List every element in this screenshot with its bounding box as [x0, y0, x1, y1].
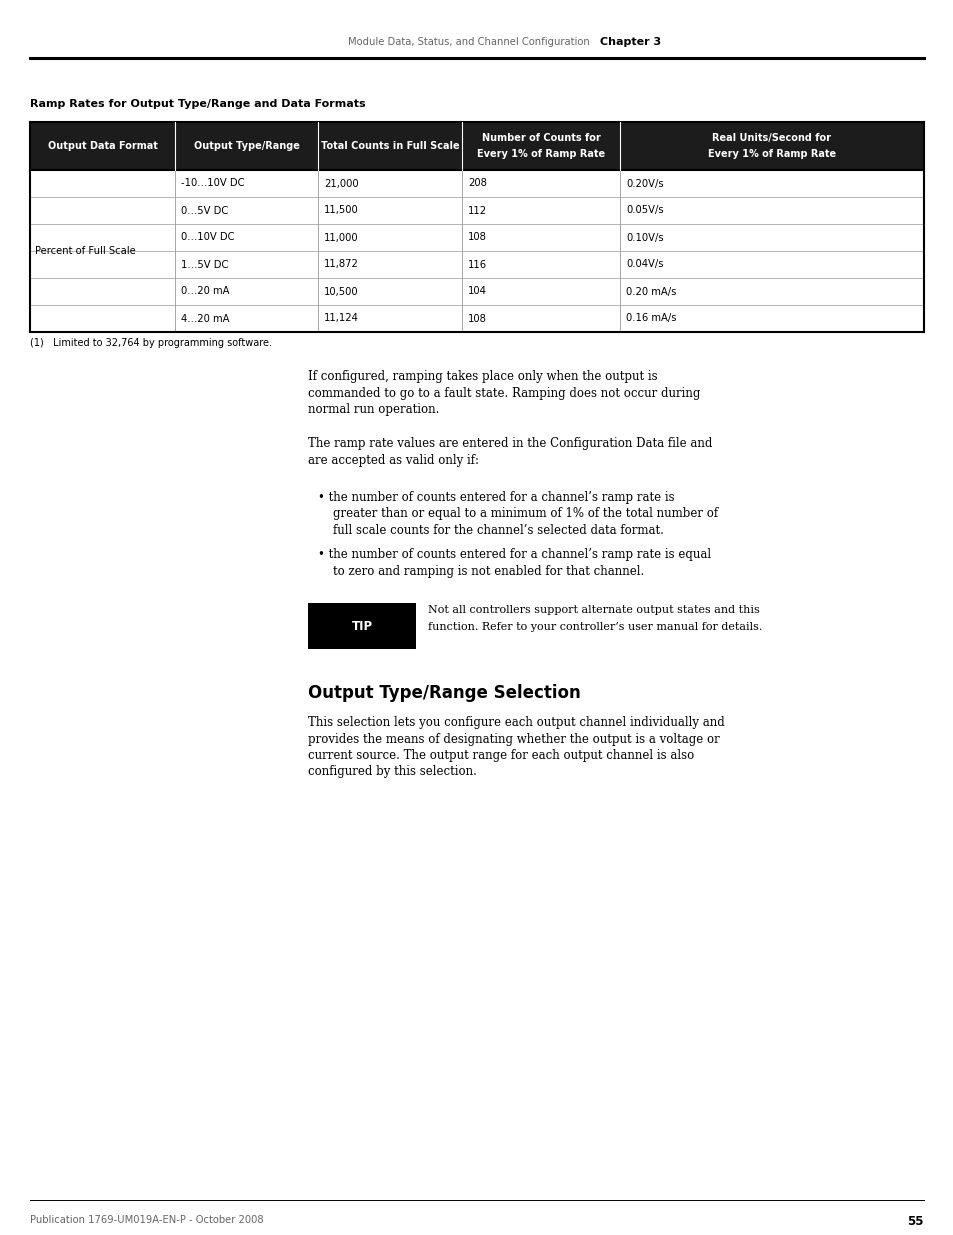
Text: Chapter 3: Chapter 3 [599, 37, 660, 47]
Text: to zero and ramping is not enabled for that channel.: to zero and ramping is not enabled for t… [317, 564, 643, 578]
Text: 0.10V/s: 0.10V/s [625, 232, 663, 242]
Text: 0.20 mA/s: 0.20 mA/s [625, 287, 676, 296]
Text: 21,000: 21,000 [324, 179, 358, 189]
Text: Percent of Full Scale: Percent of Full Scale [35, 246, 135, 256]
Text: 208: 208 [468, 179, 486, 189]
Text: configured by this selection.: configured by this selection. [308, 766, 476, 778]
Text: TIP: TIP [351, 620, 373, 632]
Text: function. Refer to your controller’s user manual for details.: function. Refer to your controller’s use… [428, 621, 761, 631]
Text: -10…10V DC: -10…10V DC [181, 179, 244, 189]
Text: 0.04V/s: 0.04V/s [625, 259, 662, 269]
Text: greater than or equal to a minimum of 1% of the total number of: greater than or equal to a minimum of 1%… [317, 508, 718, 520]
Text: 104: 104 [468, 287, 486, 296]
Text: • the number of counts entered for a channel’s ramp rate is: • the number of counts entered for a cha… [317, 490, 674, 504]
Text: 10,500: 10,500 [324, 287, 358, 296]
Text: 1…5V DC: 1…5V DC [181, 259, 228, 269]
Bar [308, 603, 416, 650]
Text: This selection lets you configure each output channel individually and: This selection lets you configure each o… [308, 716, 724, 729]
Text: 11,872: 11,872 [324, 259, 358, 269]
Text: 4…20 mA: 4…20 mA [181, 314, 230, 324]
Text: full scale counts for the channel’s selected data format.: full scale counts for the channel’s sele… [317, 524, 663, 536]
Text: 11,124: 11,124 [324, 314, 358, 324]
Text: • the number of counts entered for a channel’s ramp rate is equal: • the number of counts entered for a cha… [317, 548, 710, 561]
Text: 108: 108 [468, 232, 486, 242]
Text: Publication 1769-UM019A-EN-P - October 2008: Publication 1769-UM019A-EN-P - October 2… [30, 1215, 263, 1225]
Text: If configured, ramping takes place only when the output is: If configured, ramping takes place only … [308, 370, 657, 383]
Text: Number of Counts for: Number of Counts for [481, 133, 599, 143]
Text: commanded to go to a fault state. Ramping does not occur during: commanded to go to a fault state. Rampin… [308, 387, 700, 399]
Text: 112: 112 [468, 205, 487, 215]
Text: 11,000: 11,000 [324, 232, 358, 242]
Text: 0.05V/s: 0.05V/s [625, 205, 663, 215]
Text: Real Units/Second for: Real Units/Second for [712, 133, 831, 143]
Text: Module Data, Status, and Channel Configuration: Module Data, Status, and Channel Configu… [348, 37, 589, 47]
Text: 11,500: 11,500 [324, 205, 358, 215]
Text: Output Type/Range Selection: Output Type/Range Selection [308, 684, 580, 701]
Text: Every 1% of Ramp Rate: Every 1% of Ramp Rate [707, 149, 835, 159]
Text: 108: 108 [468, 314, 486, 324]
Text: Output Type/Range: Output Type/Range [193, 141, 299, 151]
Text: current source. The output range for each output channel is also: current source. The output range for eac… [308, 748, 694, 762]
Text: 0…10V DC: 0…10V DC [181, 232, 234, 242]
Text: 0.16 mA/s: 0.16 mA/s [625, 314, 676, 324]
Text: 55: 55 [906, 1215, 923, 1228]
Text: are accepted as valid only if:: are accepted as valid only if: [308, 454, 478, 467]
Text: Not all controllers support alternate output states and this: Not all controllers support alternate ou… [428, 605, 759, 615]
Text: Output Data Format: Output Data Format [48, 141, 157, 151]
Text: 0…20 mA: 0…20 mA [181, 287, 230, 296]
Text: (1)   Limited to 32,764 by programming software.: (1) Limited to 32,764 by programming sof… [30, 338, 272, 348]
Text: 0…5V DC: 0…5V DC [181, 205, 228, 215]
Text: Ramp Rates for Output Type/Range and Data Formats: Ramp Rates for Output Type/Range and Dat… [30, 99, 365, 109]
Text: provides the means of designating whether the output is a voltage or: provides the means of designating whethe… [308, 732, 719, 746]
Text: normal run operation.: normal run operation. [308, 403, 439, 416]
Text: 0.20V/s: 0.20V/s [625, 179, 663, 189]
Text: The ramp rate values are entered in the Configuration Data file and: The ramp rate values are entered in the … [308, 437, 712, 451]
Bar [30, 122, 923, 170]
Text: Every 1% of Ramp Rate: Every 1% of Ramp Rate [476, 149, 604, 159]
Text: 116: 116 [468, 259, 487, 269]
Text: Total Counts in Full Scale: Total Counts in Full Scale [320, 141, 458, 151]
